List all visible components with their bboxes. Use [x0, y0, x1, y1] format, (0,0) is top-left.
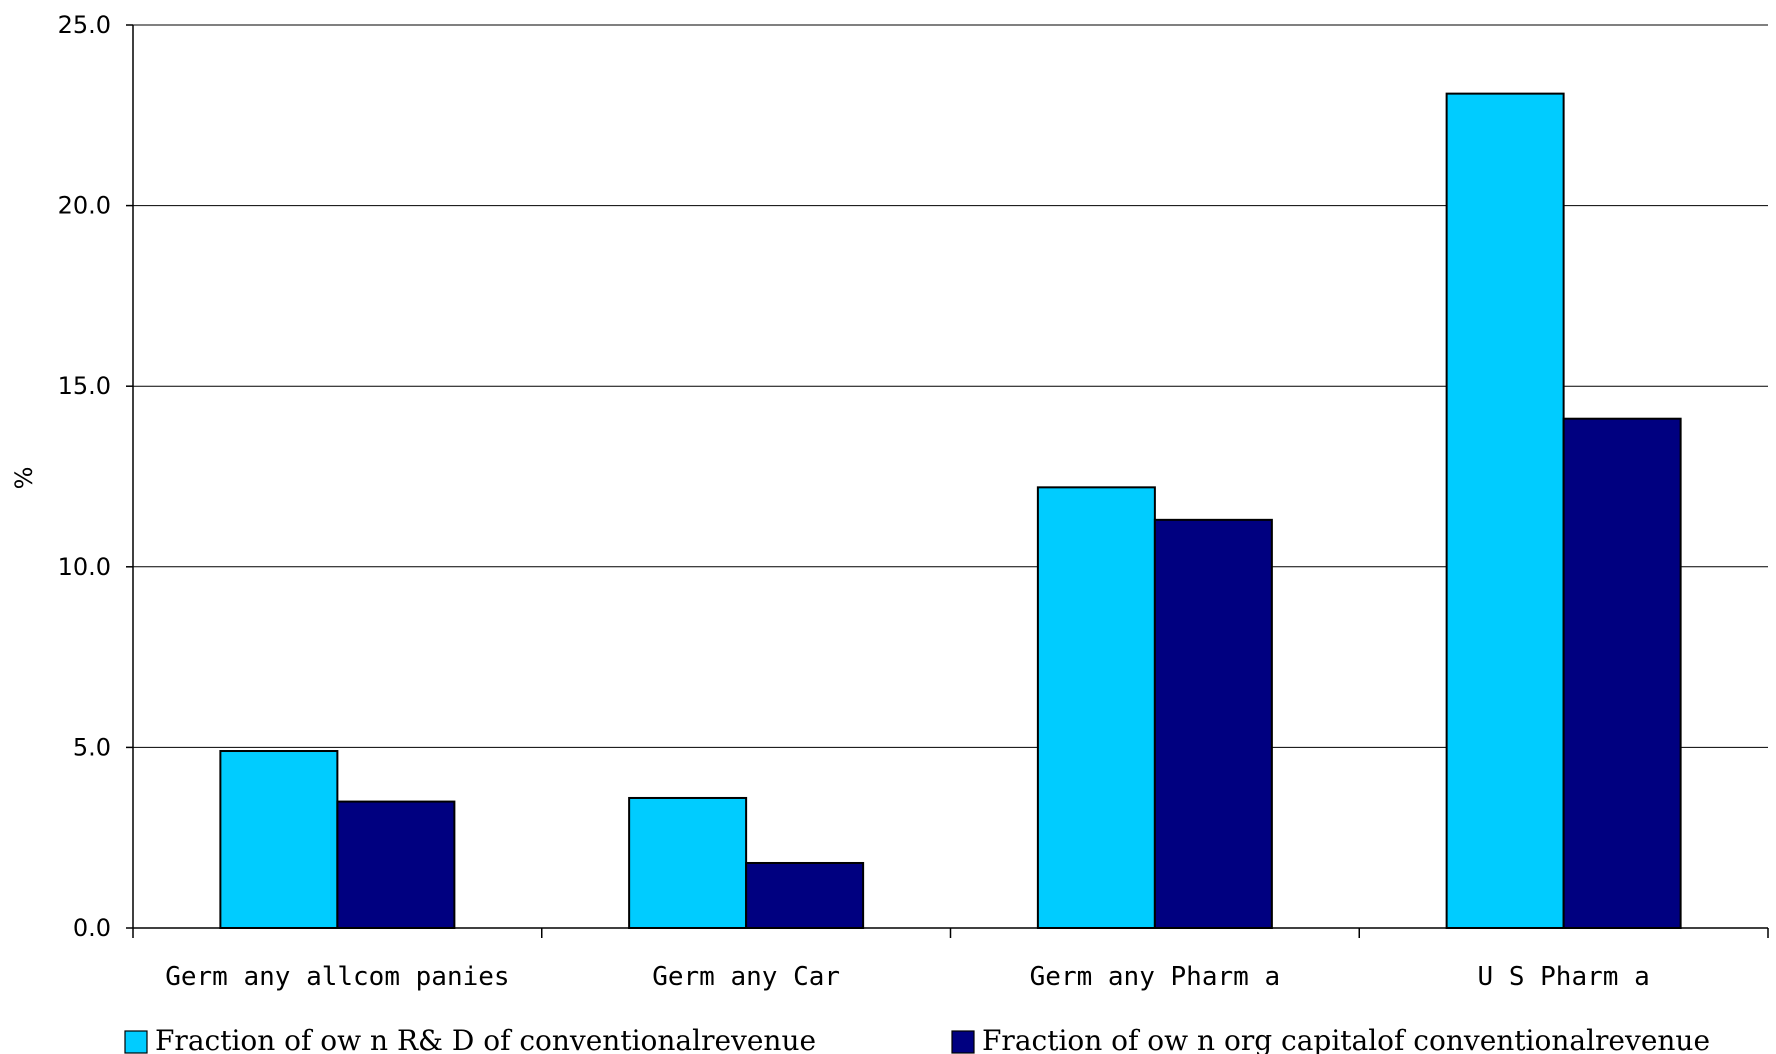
bar-series-2-1 [745, 861, 865, 930]
legend-swatch-series-1 [124, 1030, 148, 1054]
bar-series-1-1 [628, 796, 748, 930]
y-axis-label: % [10, 467, 38, 490]
x-category-label: Germ any Car [652, 962, 840, 992]
y-ticks: 0.0 5.0 10.0 15.0 20.0 25.0 [58, 11, 133, 942]
x-category-label: Germ any allcom panies [165, 962, 509, 992]
legend: Fraction of ow n R& D of conventionalrev… [124, 1024, 1710, 1054]
bar-series-1-3 [1445, 92, 1565, 930]
y-tick-label: 20.0 [58, 192, 111, 220]
y-tick-label: 5.0 [73, 733, 111, 761]
bar-series-2-0 [336, 800, 456, 930]
legend-swatch-series-2 [951, 1030, 975, 1054]
legend-label-series-2: Fraction of ow n org capitalof conventio… [982, 1024, 1710, 1054]
bar-series-2-2 [1153, 518, 1273, 929]
legend-label-series-1: Fraction of ow n R& D of conventionalrev… [155, 1024, 816, 1054]
bar-series-1-0 [219, 750, 339, 930]
x-category-label: Germ any Pharm a [1030, 962, 1280, 992]
bar-series-2-3 [1562, 417, 1682, 929]
bar-series-1-2 [1036, 486, 1156, 929]
y-tick-label: 10.0 [58, 553, 111, 581]
x-categories: Germ any allcom panies Germ any Car Germ a… [132, 928, 1769, 992]
y-tick-label: 15.0 [58, 372, 111, 400]
x-category-label: U S Pharm a [1478, 962, 1650, 992]
y-tick-label: 25.0 [58, 11, 111, 39]
bars [219, 92, 1682, 930]
y-tick-label: 0.0 [73, 914, 111, 942]
